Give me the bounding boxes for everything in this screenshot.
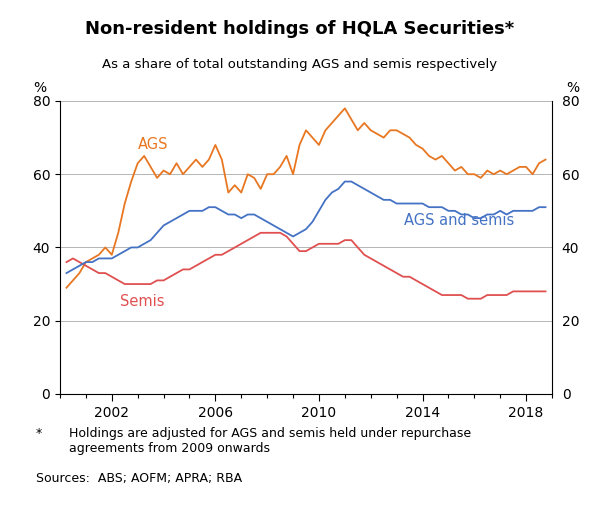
Text: As a share of total outstanding AGS and semis respectively: As a share of total outstanding AGS and …	[103, 58, 497, 71]
Text: Holdings are adjusted for AGS and semis held under repurchase
agreements from 20: Holdings are adjusted for AGS and semis …	[69, 427, 471, 454]
Text: %: %	[33, 81, 46, 95]
Text: AGS and semis: AGS and semis	[404, 214, 515, 228]
Text: *: *	[36, 427, 42, 440]
Text: AGS: AGS	[137, 136, 168, 152]
Text: Semis: Semis	[119, 294, 164, 309]
Text: %: %	[566, 81, 579, 95]
Text: Non-resident holdings of HQLA Securities*: Non-resident holdings of HQLA Securities…	[85, 20, 515, 38]
Text: Sources:  ABS; AOFM; APRA; RBA: Sources: ABS; AOFM; APRA; RBA	[36, 472, 242, 485]
